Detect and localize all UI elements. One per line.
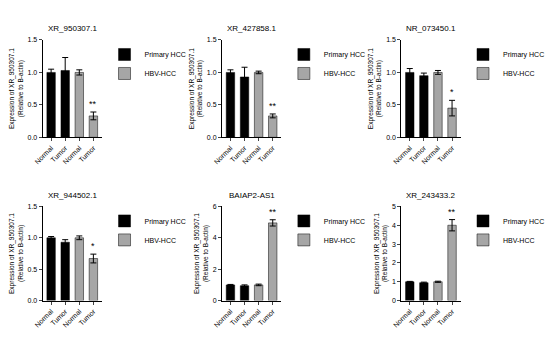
svg-text:Expression of XR_950307.1(Rela: Expression of XR_950307.1(Relative to B-… — [8, 48, 24, 129]
svg-text:Normal: Normal — [213, 144, 234, 165]
svg-text:**: ** — [269, 101, 277, 111]
svg-text:Normal: Normal — [33, 307, 54, 328]
svg-text:Normal: Normal — [241, 144, 262, 165]
svg-text:0.5: 0.5 — [386, 101, 396, 108]
svg-text:Normal: Normal — [62, 307, 83, 328]
svg-text:Tumor: Tumor — [49, 144, 69, 164]
svg-text:Tumor: Tumor — [408, 307, 428, 327]
svg-text:HBV-HCC: HBV-HCC — [145, 237, 177, 244]
svg-text:Normal: Normal — [420, 307, 441, 328]
svg-text:HBV-HCC: HBV-HCC — [503, 237, 535, 244]
svg-text:Tumor: Tumor — [78, 144, 98, 164]
svg-text:1.5: 1.5 — [28, 36, 38, 43]
svg-text:2: 2 — [392, 259, 396, 266]
svg-text:1.0: 1.0 — [207, 69, 217, 76]
svg-text:0.5: 0.5 — [28, 266, 38, 273]
svg-text:XR_944502.1: XR_944502.1 — [48, 191, 97, 200]
svg-text:Expression of XR_950307.1(Rela: Expression of XR_950307.1(Relative to B-… — [367, 48, 383, 129]
svg-text:Normal: Normal — [392, 144, 413, 165]
svg-text:0: 0 — [213, 297, 217, 304]
svg-text:**: ** — [448, 207, 456, 217]
svg-text:XR_427858.1: XR_427858.1 — [227, 24, 276, 33]
svg-text:6: 6 — [213, 203, 217, 210]
svg-text:Tumor: Tumor — [229, 144, 249, 164]
svg-text:0.0: 0.0 — [207, 134, 217, 141]
svg-text:Primary HCC: Primary HCC — [324, 51, 365, 59]
svg-text:Expression of XR_950307.1(Rela: Expression of XR_950307.1(Relative to B-… — [373, 213, 389, 294]
svg-text:3: 3 — [392, 241, 396, 248]
svg-text:Normal: Normal — [241, 307, 262, 328]
svg-text:Normal: Normal — [62, 144, 83, 165]
svg-text:BAIAP2-AS1: BAIAP2-AS1 — [229, 191, 275, 200]
svg-text:**: ** — [269, 207, 277, 217]
svg-text:2: 2 — [213, 266, 217, 273]
svg-text:Normal: Normal — [33, 144, 54, 165]
svg-text:HBV-HCC: HBV-HCC — [324, 70, 356, 77]
svg-text:4: 4 — [392, 222, 396, 229]
svg-text:0.0: 0.0 — [28, 297, 38, 304]
svg-text:0.5: 0.5 — [28, 101, 38, 108]
svg-text:Tumor: Tumor — [49, 307, 69, 327]
svg-text:5: 5 — [392, 203, 396, 210]
svg-text:1.0: 1.0 — [28, 69, 38, 76]
svg-text:*: * — [91, 241, 95, 251]
svg-text:NR_073450.1: NR_073450.1 — [406, 24, 456, 33]
svg-text:1.0: 1.0 — [386, 69, 396, 76]
svg-text:Primary HCC: Primary HCC — [145, 218, 186, 226]
svg-text:0.5: 0.5 — [207, 101, 217, 108]
svg-text:Expression of XR_950307.1(Rela: Expression of XR_950307.1(Relative to B-… — [193, 213, 209, 294]
svg-text:1.5: 1.5 — [28, 203, 38, 210]
svg-text:1: 1 — [392, 278, 396, 285]
svg-text:HBV-HCC: HBV-HCC — [503, 70, 535, 77]
svg-text:Tumor: Tumor — [436, 144, 456, 164]
svg-text:Normal: Normal — [213, 307, 234, 328]
svg-text:1.0: 1.0 — [28, 234, 38, 241]
svg-text:**: ** — [89, 99, 97, 109]
svg-text:*: * — [450, 87, 454, 97]
svg-text:Primary HCC: Primary HCC — [503, 218, 544, 226]
svg-text:0: 0 — [392, 297, 396, 304]
svg-text:XR_950307.1: XR_950307.1 — [48, 24, 97, 33]
svg-text:XR_243433.2: XR_243433.2 — [406, 191, 455, 200]
svg-text:Primary HCC: Primary HCC — [324, 218, 365, 226]
svg-text:1.5: 1.5 — [207, 36, 217, 43]
svg-text:Tumor: Tumor — [257, 144, 277, 164]
svg-text:Primary HCC: Primary HCC — [145, 51, 186, 59]
svg-text:0.0: 0.0 — [28, 134, 38, 141]
svg-text:0.0: 0.0 — [386, 134, 396, 141]
svg-text:Expression of XR_950307.1(Rela: Expression of XR_950307.1(Relative to B-… — [188, 48, 204, 129]
svg-text:Tumor: Tumor — [229, 307, 249, 327]
svg-text:Primary HCC: Primary HCC — [503, 51, 544, 59]
svg-text:Tumor: Tumor — [436, 307, 456, 327]
svg-text:Normal: Normal — [392, 307, 413, 328]
svg-text:Tumor: Tumor — [78, 307, 98, 327]
svg-text:Tumor: Tumor — [408, 144, 428, 164]
svg-text:Expression of XR_950307.1(Rela: Expression of XR_950307.1(Relative to B-… — [8, 213, 24, 294]
svg-text:1.5: 1.5 — [386, 36, 396, 43]
svg-text:HBV-HCC: HBV-HCC — [145, 70, 177, 77]
svg-text:Normal: Normal — [420, 144, 441, 165]
svg-text:HBV-HCC: HBV-HCC — [324, 237, 356, 244]
svg-text:Tumor: Tumor — [257, 307, 277, 327]
svg-text:4: 4 — [213, 234, 217, 241]
